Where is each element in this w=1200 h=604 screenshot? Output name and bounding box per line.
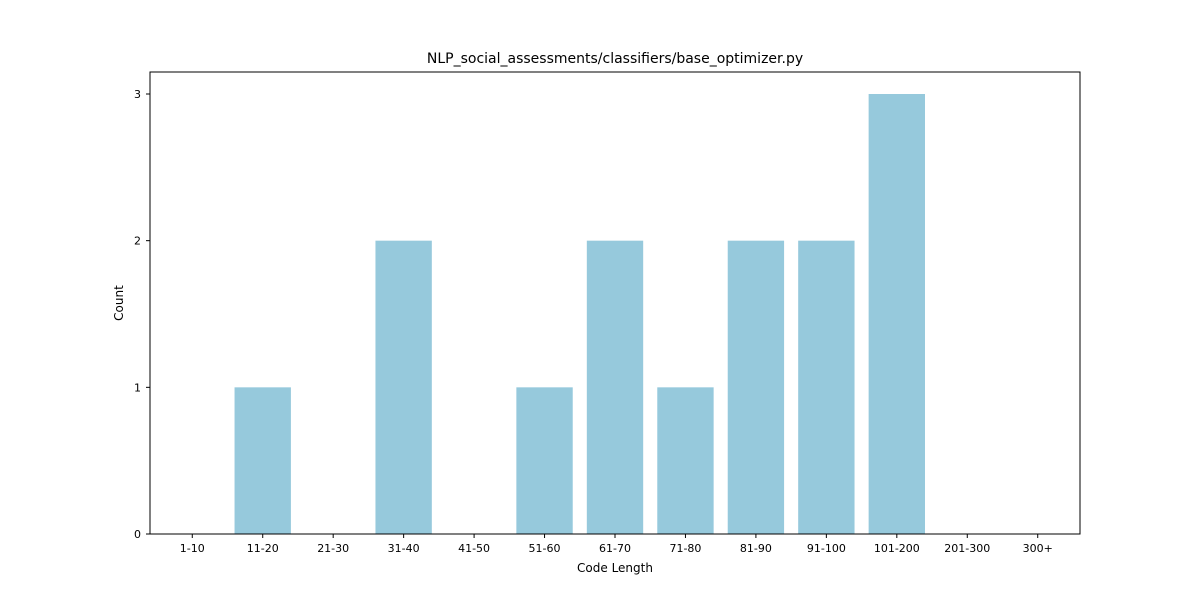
x-tick-label: 31-40	[388, 542, 420, 555]
bar-101-200	[868, 94, 925, 534]
y-tick-label: 3	[134, 88, 141, 101]
bars-group	[234, 94, 925, 534]
x-tick-label: 91-100	[807, 542, 846, 555]
x-tick-label: 11-20	[247, 542, 279, 555]
bar-11-20	[234, 387, 291, 534]
bar-31-40	[375, 240, 432, 534]
y-tick-label: 1	[134, 381, 141, 394]
x-tick-label: 300+	[1023, 542, 1053, 555]
y-axis-ticks: 0 1 2 3	[134, 88, 150, 541]
bar-51-60	[516, 387, 573, 534]
bar-91-100	[798, 240, 855, 534]
x-axis-ticks: 1-10 11-20 21-30 31-40 41-50 51-60 61-70 71-80 8…	[180, 534, 1053, 555]
x-tick-label: 71-80	[669, 542, 701, 555]
y-axis-label: Count	[112, 285, 126, 321]
x-tick-label: 201-300	[944, 542, 990, 555]
x-tick-label: 51-60	[529, 542, 561, 555]
y-tick-label: 0	[134, 528, 141, 541]
y-tick-label: 2	[134, 235, 141, 248]
x-tick-label: 41-50	[458, 542, 490, 555]
x-tick-label: 21-30	[317, 542, 349, 555]
x-tick-label: 61-70	[599, 542, 631, 555]
x-tick-label: 101-200	[874, 542, 920, 555]
bar-81-90	[727, 240, 785, 534]
bar-61-70	[586, 240, 644, 534]
x-axis-label: Code Length	[577, 561, 653, 575]
x-tick-label: 81-90	[740, 542, 772, 555]
chart-title: NLP_social_assessments/classifiers/base_…	[427, 51, 803, 67]
x-tick-label: 1-10	[180, 542, 205, 555]
bar-71-80	[657, 387, 714, 534]
